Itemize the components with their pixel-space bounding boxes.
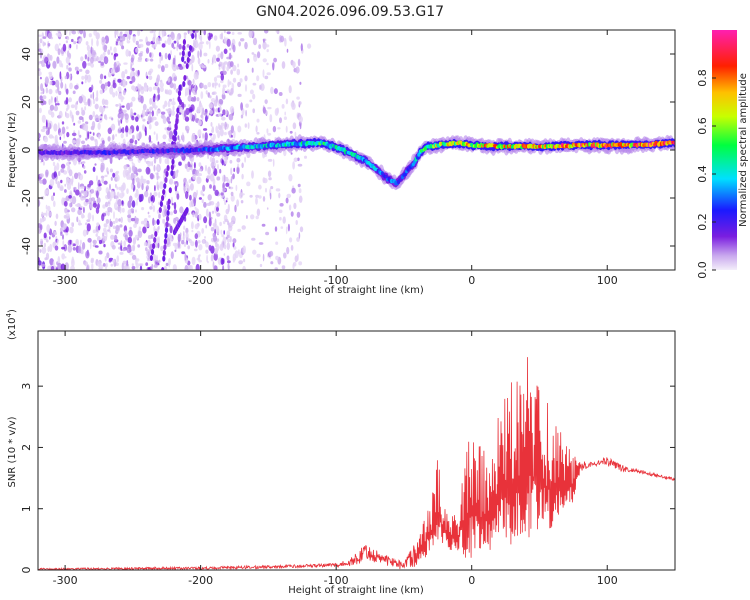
spectrogram-x-tick-label: -300	[53, 274, 78, 287]
colorbar-gradient	[712, 30, 737, 270]
colorbar-tick-label: 0.8	[696, 69, 709, 87]
snr-y-tick-label: 3	[20, 383, 33, 390]
snr-x-tick-label: 0	[468, 574, 475, 587]
spectrogram-x-tick-label: -100	[324, 274, 349, 287]
spectrogram-y-tick-label: -20	[20, 189, 33, 207]
snr-y-tick-label: 2	[20, 444, 33, 451]
snr-series-line	[38, 357, 675, 570]
colorbar: 0.0 0.2 0.4 0.6 0.8 Normalized spectral ampl…	[696, 30, 749, 279]
spectrogram-x-tick-label: -200	[188, 274, 213, 287]
spectrogram-x-ticks: -300 -200 -100 0 100	[53, 30, 618, 287]
spectrogram-y-ticks: -40 -20 0 20 40	[20, 47, 675, 255]
snr-scale-exponent: 4	[5, 312, 13, 317]
snr-x-tick-label: -200	[188, 574, 213, 587]
colorbar-tick-label: 0.0	[696, 261, 709, 279]
snr-frame	[37, 330, 676, 571]
spectrogram-ridge	[38, 134, 675, 191]
spectrogram-y-tick-label: -40	[20, 237, 33, 255]
chart-title: GN04.2026.096.09.53.G17	[256, 4, 444, 20]
snr-background	[38, 331, 675, 570]
spectrogram-y-tick-label: 20	[20, 95, 33, 109]
snr-x-tick-label: -300	[53, 574, 78, 587]
snr-scale-prefix: (x10	[7, 317, 18, 340]
snr-x-ticks: -300 -200 -100 0 100	[53, 331, 618, 587]
svg-text:(x104): (x104)	[5, 309, 18, 340]
spectrogram-noise	[38, 30, 312, 270]
spectrogram-x-tick-label: 0	[468, 274, 475, 287]
snr-panel: -300 -200 -100 0 100 0 1 2 3 Height of straight…	[5, 309, 676, 596]
snr-y-tick-label: 0	[20, 567, 33, 574]
colorbar-ticks: 0.0 0.2 0.4 0.6 0.8	[696, 69, 716, 279]
snr-scale-label: (x104)	[5, 309, 18, 340]
colorbar-tick-label: 0.2	[696, 213, 709, 231]
snr-y-tick-label: 1	[20, 505, 33, 512]
snr-x-tick-label: 100	[597, 574, 618, 587]
colorbar-tick-label: 0.6	[696, 117, 709, 135]
snr-y-ticks: 0 1 2 3	[20, 383, 675, 574]
snr-x-label: Height of straight line (km)	[288, 585, 424, 596]
snr-x-tick-label: -100	[324, 574, 349, 587]
snr-y-label: SNR (10 * v/v)	[7, 416, 18, 487]
spectrogram-x-tick-label: 100	[597, 274, 618, 287]
spectrogram-y-label: Frequency (Hz)	[7, 112, 18, 188]
spectrogram-content	[38, 30, 675, 270]
snr-scale-suffix: )	[7, 309, 18, 313]
spectrogram-y-tick-label: 0	[20, 147, 33, 154]
colorbar-label: Normalized spectral amplitude	[738, 73, 749, 227]
spectrogram-y-tick-label: 40	[20, 47, 33, 61]
colorbar-tick-label: 0.4	[696, 165, 709, 183]
spectrogram-x-label: Height of straight line (km)	[288, 285, 424, 296]
